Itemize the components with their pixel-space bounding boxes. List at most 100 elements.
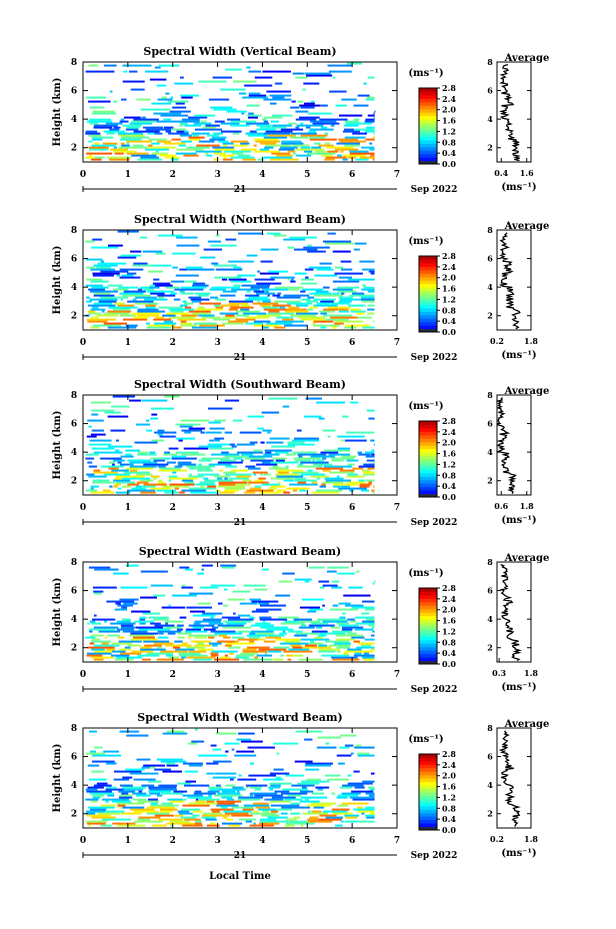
heatmap-cell bbox=[328, 644, 351, 647]
heatmap-cell bbox=[221, 451, 229, 454]
x-tick-label: 2 bbox=[170, 670, 176, 680]
heatmap-cell bbox=[276, 316, 290, 319]
heatmap-cell bbox=[257, 300, 261, 303]
heatmap-cell bbox=[113, 485, 118, 488]
heatmap-cell bbox=[294, 634, 308, 637]
heatmap-cell bbox=[137, 453, 157, 456]
heatmap-cell bbox=[273, 234, 287, 237]
heatmap-cell bbox=[150, 584, 174, 587]
colorbar-tick-label: 1.6 bbox=[442, 449, 456, 459]
heatmap-cell bbox=[140, 596, 157, 599]
heatmap-cell bbox=[279, 306, 286, 309]
heatmap-cell bbox=[127, 459, 151, 462]
heatmap-cell bbox=[236, 483, 251, 486]
y-tick-label: 4 bbox=[71, 615, 77, 625]
heatmap-cell bbox=[88, 140, 93, 143]
heatmap-cell bbox=[357, 316, 372, 319]
heatmap-cell bbox=[363, 471, 375, 474]
heatmap-cell bbox=[282, 572, 295, 575]
heatmap-cell bbox=[116, 274, 120, 277]
heatmap-cell bbox=[105, 800, 109, 803]
heatmap-cell bbox=[356, 646, 375, 649]
heatmap-cell bbox=[328, 70, 352, 73]
heatmap-cell bbox=[259, 616, 272, 619]
heatmap-cell bbox=[93, 451, 123, 454]
heatmap-cell bbox=[260, 248, 279, 251]
heatmap-cell bbox=[292, 439, 320, 442]
heatmap-cell bbox=[210, 106, 233, 109]
colorbar-segment bbox=[419, 256, 437, 260]
heatmap-cell bbox=[201, 564, 213, 567]
heatmap-cell bbox=[248, 636, 261, 639]
average-y-tick-label: 4 bbox=[487, 780, 493, 790]
heatmap-cell bbox=[246, 254, 258, 257]
heatmap-cell bbox=[249, 441, 258, 444]
heatmap-cell bbox=[269, 437, 290, 440]
heatmap-cell bbox=[295, 110, 309, 113]
heatmap-cell bbox=[153, 477, 157, 480]
colorbar-tick-label: 0.8 bbox=[442, 305, 456, 315]
heatmap-cell bbox=[210, 244, 237, 247]
heatmap-cell bbox=[282, 405, 290, 408]
heatmap-cell bbox=[193, 622, 201, 625]
heatmap-cell bbox=[112, 395, 135, 398]
heatmap-cell bbox=[154, 431, 177, 434]
heatmap-cell bbox=[228, 302, 249, 305]
heatmap-cell bbox=[293, 152, 297, 155]
heatmap-cell bbox=[174, 814, 184, 817]
heatmap-cell bbox=[337, 650, 341, 653]
heatmap-cell bbox=[290, 132, 317, 135]
heatmap-cell bbox=[85, 453, 99, 456]
heatmap-cell bbox=[89, 148, 109, 151]
heatmap-cell bbox=[294, 760, 313, 763]
heatmap-cell bbox=[206, 134, 220, 137]
heatmap-cell bbox=[133, 778, 156, 781]
heatmap-cell bbox=[318, 634, 327, 637]
heatmap-cell bbox=[148, 286, 160, 289]
heatmap-cell bbox=[208, 622, 224, 625]
colorbar-tick-label: 1.2 bbox=[442, 459, 456, 469]
heatmap-cell bbox=[258, 477, 266, 480]
heatmap-cell bbox=[353, 118, 360, 121]
heatmap-cell bbox=[208, 642, 222, 645]
heatmap-cell bbox=[270, 784, 281, 787]
heatmap-cell bbox=[104, 620, 107, 623]
heatmap-cell bbox=[185, 780, 196, 783]
heatmap-cell bbox=[371, 626, 375, 629]
heatmap-cell bbox=[343, 594, 371, 597]
colorbar-segment bbox=[419, 98, 437, 103]
heatmap-cell bbox=[337, 794, 359, 797]
heatmap-cell bbox=[322, 469, 331, 472]
heatmap-cell bbox=[230, 469, 249, 472]
colorbar-label: (ms⁻¹) bbox=[408, 734, 443, 745]
heatmap-cell bbox=[192, 134, 199, 137]
heatmap-cell bbox=[214, 419, 226, 422]
heatmap-cell bbox=[162, 732, 188, 735]
heatmap-cell bbox=[217, 624, 244, 627]
heatmap-cell bbox=[192, 284, 209, 287]
heatmap-cell bbox=[254, 788, 261, 791]
heatmap-cell bbox=[300, 318, 325, 321]
heatmap-cell bbox=[335, 638, 355, 641]
colorbar-segment bbox=[419, 792, 437, 796]
heatmap-cell bbox=[224, 431, 233, 434]
heatmap-cell bbox=[91, 770, 104, 773]
heatmap-cell bbox=[270, 120, 279, 123]
colorbar-segment bbox=[419, 314, 437, 319]
heatmap-cell bbox=[265, 130, 293, 133]
heatmap-cell bbox=[176, 130, 185, 133]
heatmap-cell bbox=[268, 634, 285, 637]
heatmap-cell bbox=[188, 634, 218, 637]
heatmap-cell bbox=[153, 322, 177, 325]
heatmap-cell bbox=[192, 626, 204, 629]
heatmap-cell bbox=[218, 483, 236, 486]
heatmap-cell bbox=[229, 652, 234, 655]
heatmap-cell bbox=[117, 824, 146, 827]
heatmap-cell bbox=[181, 479, 194, 482]
heatmap-cell bbox=[319, 814, 337, 817]
heatmap-cell bbox=[344, 144, 360, 147]
x-tick-label: 6 bbox=[349, 670, 355, 680]
colorbar-frame bbox=[418, 87, 438, 165]
heatmap-cell bbox=[226, 798, 235, 801]
heatmap-cell bbox=[319, 310, 336, 313]
